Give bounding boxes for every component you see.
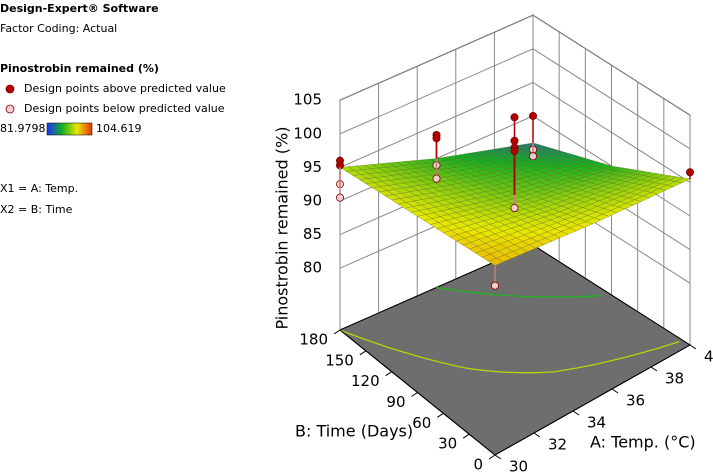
z-axis-label: Pinostrobin remained (%): [273, 127, 292, 330]
tick-mark: [385, 371, 392, 377]
tick-mark: [533, 432, 541, 438]
box-edge: [339, 329, 496, 456]
y-tick-label: 90: [386, 393, 405, 411]
contour-line: [339, 329, 680, 374]
design-point: [529, 152, 538, 161]
y-tick-label: 120: [351, 372, 380, 390]
z-tick-label: 105: [293, 91, 322, 109]
tick-mark: [611, 388, 619, 394]
z-tick-label: 95: [303, 158, 322, 176]
color-max: 104.619: [96, 122, 142, 135]
x-tick-label: 32: [548, 436, 567, 454]
z-tick-label: 80: [303, 259, 322, 277]
design-point: [510, 113, 519, 122]
tick-mark: [411, 392, 418, 397]
response-name: Pinostrobin remained (%): [0, 62, 159, 75]
x-tick-label: 38: [665, 370, 684, 388]
response-surface: [339, 142, 691, 266]
design-point: [432, 134, 441, 143]
color-bar: [46, 122, 93, 136]
design-point: [510, 204, 519, 213]
design-point: [335, 193, 344, 202]
tick-mark: [488, 454, 496, 460]
legend-marker: [5, 104, 15, 114]
y-tick-label: 60: [412, 414, 431, 432]
design-point: [490, 281, 499, 290]
tick-mark: [462, 433, 470, 439]
design-point: [432, 174, 441, 183]
box-edge: [494, 344, 691, 456]
x-tick-label: 36: [626, 392, 645, 410]
tick-mark: [689, 344, 697, 350]
tick-mark: [359, 350, 367, 356]
factor-coding: Factor Coding: Actual: [0, 22, 117, 35]
tick-mark: [437, 412, 444, 418]
legend-label: Design points below predicted value: [24, 102, 225, 115]
tick-mark: [333, 329, 341, 335]
tick-mark: [494, 454, 502, 460]
z-tick-label: 90: [303, 191, 322, 209]
tick-mark: [650, 366, 658, 372]
y-axis-label: B: Time (Days): [295, 422, 413, 441]
factor-label: X2 = B: Time: [0, 203, 73, 216]
design-point: [686, 168, 695, 177]
z-tick-label: 100: [293, 124, 322, 142]
y-tick-label: 30: [438, 435, 457, 453]
color-min: 81.9798: [0, 122, 46, 135]
factor-label: X1 = A: Temp.: [0, 182, 78, 195]
x-tick-label: 30: [509, 458, 528, 473]
x-tick-label: 40: [704, 348, 713, 366]
surface-cell: [488, 257, 504, 266]
legend-label: Design points above predicted value: [24, 82, 226, 95]
design-point: [510, 136, 519, 145]
y-tick-label: 150: [325, 351, 354, 369]
x-axis-label: A: Temp. (°C): [590, 433, 696, 452]
y-tick-label: 0: [473, 456, 483, 473]
tick-mark: [572, 410, 580, 416]
x-tick-label: 34: [587, 414, 606, 432]
y-tick-label: 180: [299, 331, 328, 349]
software-title: Design-Expert® Software: [0, 2, 159, 15]
z-tick-label: 85: [303, 225, 322, 243]
design-point: [529, 111, 538, 120]
legend-marker: [5, 84, 15, 94]
design-point: [510, 146, 519, 155]
contour-line: [436, 286, 602, 298]
